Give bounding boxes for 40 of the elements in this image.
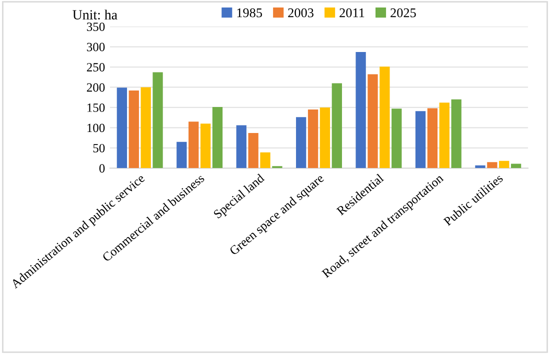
bar: [260, 152, 270, 168]
bar: [188, 122, 199, 168]
bar: [499, 160, 510, 168]
bar: [332, 83, 342, 168]
bar: [308, 109, 318, 168]
bar: [451, 99, 462, 168]
y-tick-label: 0: [99, 164, 105, 173]
y-tick-label: 300: [86, 42, 105, 52]
text: Unit: ha: [72, 10, 118, 20]
bar: [368, 74, 378, 168]
bar: [356, 52, 366, 168]
legend-label: 1985: [237, 8, 262, 18]
bar: [510, 164, 522, 168]
bar: [487, 162, 498, 168]
bar: [320, 107, 330, 168]
bar: [140, 87, 151, 168]
bar: [475, 165, 486, 168]
bar: [439, 102, 450, 168]
legend-label: 2003: [288, 8, 314, 18]
bar: [427, 108, 438, 168]
bar: [380, 66, 390, 168]
bar: [392, 108, 402, 168]
bar: [116, 88, 128, 168]
legend-label: 2011: [340, 8, 364, 18]
y-tick-label: 250: [86, 63, 105, 72]
bar: [128, 90, 139, 168]
y-tick-label: 100: [87, 124, 105, 132]
bar: [152, 72, 163, 168]
bar: [296, 117, 306, 168]
bar: [212, 107, 223, 168]
bar: [236, 125, 246, 168]
bar: [248, 132, 258, 168]
bar: [176, 142, 187, 168]
y-tick-label: 150: [87, 103, 105, 112]
bar: [415, 111, 426, 168]
y-tick-label: 50: [93, 144, 105, 152]
y-tick-label: 350: [86, 22, 105, 32]
y-tick-label: 200: [86, 83, 105, 92]
bar: [200, 124, 211, 168]
legend-label: 2025: [390, 8, 416, 18]
